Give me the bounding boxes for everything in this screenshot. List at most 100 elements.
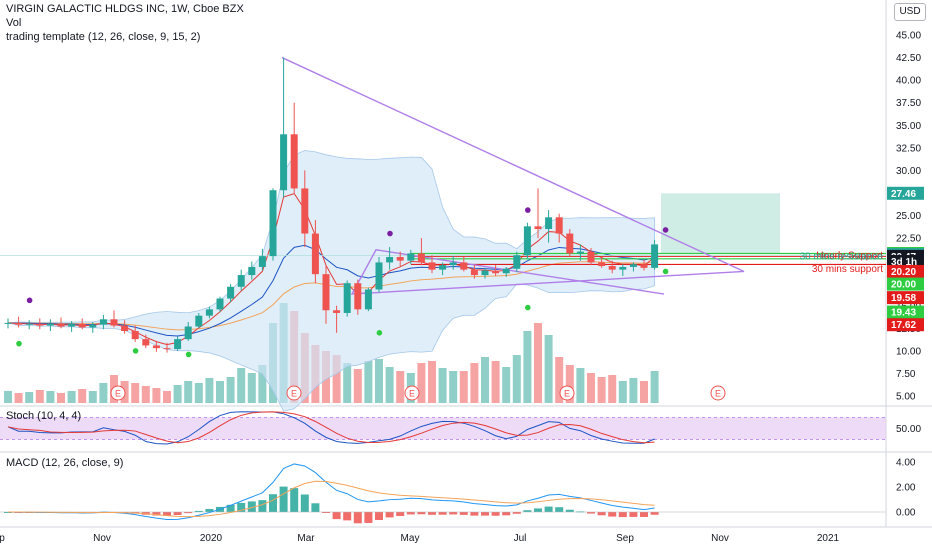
macd-histogram-bar xyxy=(300,494,309,512)
candle-body xyxy=(629,264,637,267)
volume-bar xyxy=(417,363,426,403)
candle-body xyxy=(608,266,616,270)
candle-body xyxy=(566,233,574,254)
volume-bar xyxy=(481,357,489,403)
price-label-box xyxy=(887,318,924,332)
volume-bar xyxy=(364,361,373,403)
candle-body xyxy=(460,262,468,270)
macd-histogram-bar xyxy=(152,512,161,516)
candle xyxy=(46,319,54,332)
macd-histogram-bar xyxy=(618,512,627,518)
stoch-d-line xyxy=(7,411,655,444)
candle xyxy=(131,325,139,342)
price-axis-tick: 42.50 xyxy=(896,53,921,64)
macd-histogram-bar xyxy=(322,512,330,513)
price-label: 20.00 xyxy=(891,280,916,291)
candle-body xyxy=(280,134,288,191)
time-axis-label: Sep xyxy=(616,533,634,544)
candle-body xyxy=(4,322,12,324)
macd-axis-tick: 0.00 xyxy=(896,508,916,519)
template-label: trading template (12, 26, close, 9, 15, … xyxy=(6,31,201,43)
macd-histogram-bar xyxy=(343,512,352,521)
candle-body xyxy=(375,262,383,290)
candle xyxy=(68,321,76,332)
candle-body xyxy=(587,251,595,263)
candle xyxy=(269,188,277,261)
currency-button[interactable]: USD xyxy=(894,3,926,21)
candle xyxy=(152,341,160,352)
time-axis-label: Nov xyxy=(93,533,111,544)
candle-body xyxy=(78,323,86,328)
candle-body xyxy=(57,323,65,327)
volume-bar xyxy=(247,373,256,403)
candle xyxy=(4,318,12,329)
volume-bar xyxy=(131,383,140,403)
candle xyxy=(142,334,150,349)
candle-body xyxy=(439,265,447,270)
candle-body xyxy=(619,266,627,270)
candle-body xyxy=(481,270,489,276)
candle-body xyxy=(311,233,319,275)
volume-bar xyxy=(385,367,394,403)
candle-body xyxy=(417,253,425,263)
price-axis-tick: 35.00 xyxy=(896,121,921,132)
macd-histogram-bar xyxy=(290,488,299,512)
candle-body xyxy=(396,257,404,261)
price-label: 19.58 xyxy=(891,293,916,304)
candle xyxy=(375,257,383,293)
candle xyxy=(216,296,224,313)
candle-body xyxy=(142,339,150,346)
volume-bar xyxy=(629,378,638,403)
candle xyxy=(89,321,97,333)
price-axis-tick: 25.00 xyxy=(896,211,921,222)
price-label-box xyxy=(887,305,924,319)
candle-body xyxy=(502,268,510,274)
macd-histogram-bar xyxy=(269,494,277,512)
candle xyxy=(258,248,266,271)
line-annotation: 30 mins resistance xyxy=(800,252,884,263)
candle-body xyxy=(163,348,171,350)
candle-body xyxy=(195,315,203,327)
candle-body xyxy=(555,217,563,234)
volume-label: Vol xyxy=(6,17,22,29)
price-label: 27.46 xyxy=(891,189,916,200)
volume-bar xyxy=(470,363,479,403)
macd-histogram-bar xyxy=(565,509,574,512)
price-label: 17.62 xyxy=(891,320,916,331)
candle-body xyxy=(110,319,118,326)
macd-histogram-bar xyxy=(406,512,415,515)
macd-axis-tick: 4.00 xyxy=(896,458,916,469)
candle-body xyxy=(364,289,372,310)
volume-bar xyxy=(618,381,627,403)
macd-histogram-bar xyxy=(279,486,288,512)
price-axis-tick: 10.00 xyxy=(896,346,921,357)
candle xyxy=(396,251,404,267)
macd-histogram-bar xyxy=(650,512,659,515)
volume-bar xyxy=(78,389,87,403)
candle xyxy=(428,255,436,274)
candle-body xyxy=(237,275,245,287)
time-axis-label: 2020 xyxy=(200,533,223,544)
candle xyxy=(523,222,531,259)
candle-body xyxy=(354,283,362,310)
macd-histogram-bar xyxy=(194,510,203,512)
candle-body xyxy=(131,331,139,340)
macd-histogram-bar xyxy=(449,512,458,515)
volume-bar xyxy=(576,368,585,403)
volume-bar xyxy=(99,383,108,403)
candle-body xyxy=(227,286,235,299)
volume-bar xyxy=(640,381,648,403)
candle xyxy=(343,280,351,317)
candle xyxy=(470,265,478,279)
time-axis-label: May xyxy=(401,533,420,544)
volume-bar xyxy=(237,368,246,403)
candle-body xyxy=(205,309,213,316)
earnings-marker-label: E xyxy=(715,389,721,399)
price-axis-tick: 45.00 xyxy=(896,31,921,42)
volume-bar xyxy=(35,390,44,403)
candle-body xyxy=(121,325,129,332)
volume-bar xyxy=(396,371,405,403)
candle-body xyxy=(184,326,192,340)
candle-body xyxy=(428,262,436,270)
